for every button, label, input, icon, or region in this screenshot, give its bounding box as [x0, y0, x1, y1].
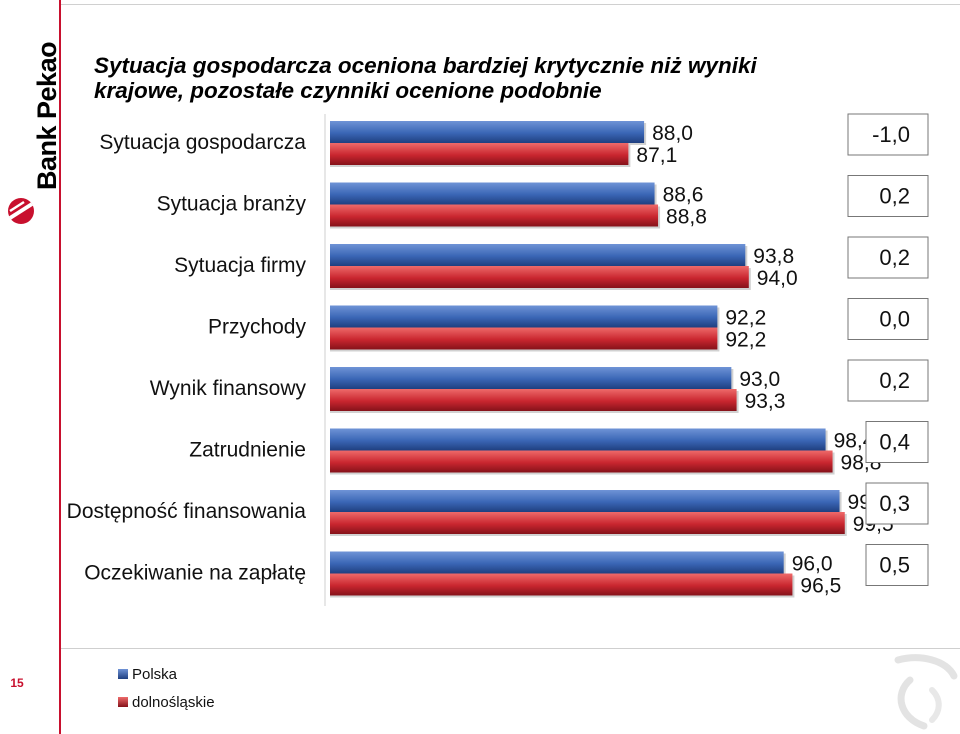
page-number: 15	[10, 676, 24, 690]
category-label-sytuacja-firmy: Sytuacja firmy	[174, 254, 306, 277]
bar-dolnoslaskie-sytuacja-branzy	[330, 204, 659, 227]
difference-value-dostepnosc-finansowania: 0,3	[879, 491, 910, 516]
bar-dolnoslaskie-oczekiwanie-na-zaplate	[330, 573, 793, 596]
category-label-sytuacja-branzy: Sytuacja branży	[157, 193, 307, 216]
difference-box-sytuacja-gospodarcza	[847, 113, 929, 156]
bar-polska-sytuacja-firmy	[330, 244, 746, 266]
category-label-przychody: Przychody	[208, 316, 307, 339]
bar-polska-dostepnosc-finansowania	[330, 490, 840, 512]
difference-value-przychody: 0,0	[879, 307, 910, 332]
bar-polska-oczekiwanie-na-zaplate	[330, 551, 784, 574]
value-label-dolnoslaskie-sytuacja-gospodarcza: 87,1	[636, 144, 677, 167]
bar-polska-sytuacja-gospodarcza	[330, 121, 645, 143]
legend-label-dolnoslaskie: dolnośląskie	[132, 693, 215, 711]
title-line-1: Sytuacja gospodarcza oceniona bardziej k…	[94, 53, 757, 78]
legend-item-dolnoslaskie: dolnośląskie	[118, 688, 215, 716]
bar-polska-wynik-finansowy	[330, 367, 732, 389]
value-label-polska-sytuacja-firmy: 93,8	[753, 245, 794, 268]
category-label-zatrudnienie: Zatrudnienie	[189, 439, 306, 462]
difference-value-sytuacja-branzy: 0,2	[879, 184, 910, 209]
bar-polska-zatrudnienie	[330, 428, 826, 451]
difference-box-sytuacja-branzy	[847, 175, 929, 217]
bar-dolnoslaskie-przychody	[330, 327, 718, 350]
category-label-wynik-finansowy: Wynik finansowy	[150, 377, 307, 400]
difference-value-sytuacja-gospodarcza: -1,0	[872, 122, 910, 147]
category-label-oczekiwanie-na-zaplate: Oczekiwanie na zapłatę	[84, 562, 306, 585]
decorative-swirl-icon	[894, 654, 958, 730]
value-label-dolnoslaskie-sytuacja-firmy: 94,0	[757, 267, 798, 290]
bar-dolnoslaskie-dostepnosc-finansowania	[330, 512, 845, 534]
difference-box-przychody	[847, 298, 929, 340]
category-label-dostepnosc-finansowania: Dostępność finansowania	[67, 500, 307, 523]
value-label-dolnoslaskie-wynik-finansowy: 93,3	[745, 390, 786, 413]
difference-value-oczekiwanie-na-zaplate: 0,5	[879, 553, 910, 578]
value-label-dolnoslaskie-oczekiwanie-na-zaplate: 96,5	[800, 575, 841, 598]
bar-polska-sytuacja-branzy	[330, 182, 655, 205]
logo-mark-icon	[8, 198, 34, 224]
value-label-polska-zatrudnienie: 98,4	[834, 430, 875, 453]
difference-value-wynik-finansowy: 0,2	[879, 368, 910, 393]
bank-logo: Bank Pekao	[4, 40, 62, 230]
bar-dolnoslaskie-wynik-finansowy	[330, 389, 737, 411]
difference-box-zatrudnienie	[865, 421, 929, 463]
bar-dolnoslaskie-zatrudnienie	[330, 450, 833, 473]
value-label-dolnoslaskie-sytuacja-branzy: 88,8	[666, 206, 707, 229]
difference-box-wynik-finansowy	[847, 359, 929, 402]
difference-box-sytuacja-firmy	[847, 236, 929, 279]
category-label-sytuacja-gospodarcza: Sytuacja gospodarcza	[99, 131, 306, 154]
value-label-polska-oczekiwanie-na-zaplate: 96,0	[792, 553, 833, 576]
value-label-polska-przychody: 92,2	[725, 307, 766, 330]
legend-item-polska: Polska	[118, 660, 215, 688]
value-label-polska-sytuacja-branzy: 88,6	[663, 184, 704, 207]
legend-label-polska: Polska	[132, 665, 178, 683]
title-line-2: krajowe, pozostałe czynniki ocenione pod…	[94, 78, 602, 103]
value-label-polska-sytuacja-gospodarcza: 88,0	[652, 122, 693, 145]
slide-title: Sytuacja gospodarcza oceniona bardziej k…	[94, 53, 914, 103]
top-rule	[61, 4, 960, 5]
value-label-polska-wynik-finansowy: 93,0	[739, 368, 780, 391]
value-label-dolnoslaskie-przychody: 92,2	[725, 329, 766, 352]
legend-swatch-red	[118, 697, 128, 707]
bar-chart: Sytuacja gospodarcza 88,087,1 -1,0 Sytuacja…	[67, 113, 929, 606]
bar-dolnoslaskie-sytuacja-gospodarcza	[330, 143, 629, 165]
difference-box-oczekiwanie-na-zaplate	[865, 544, 929, 586]
legend: Polska dolnośląskie	[118, 660, 215, 716]
difference-value-sytuacja-firmy: 0,2	[879, 245, 910, 270]
bar-dolnoslaskie-sytuacja-firmy	[330, 266, 749, 288]
footer-rule	[61, 648, 960, 649]
left-accent-rule	[59, 0, 61, 734]
bar-polska-przychody	[330, 305, 718, 328]
difference-value-zatrudnienie: 0,4	[879, 430, 910, 455]
legend-swatch-blue	[118, 669, 128, 679]
difference-box-dostepnosc-finansowania	[865, 482, 929, 525]
